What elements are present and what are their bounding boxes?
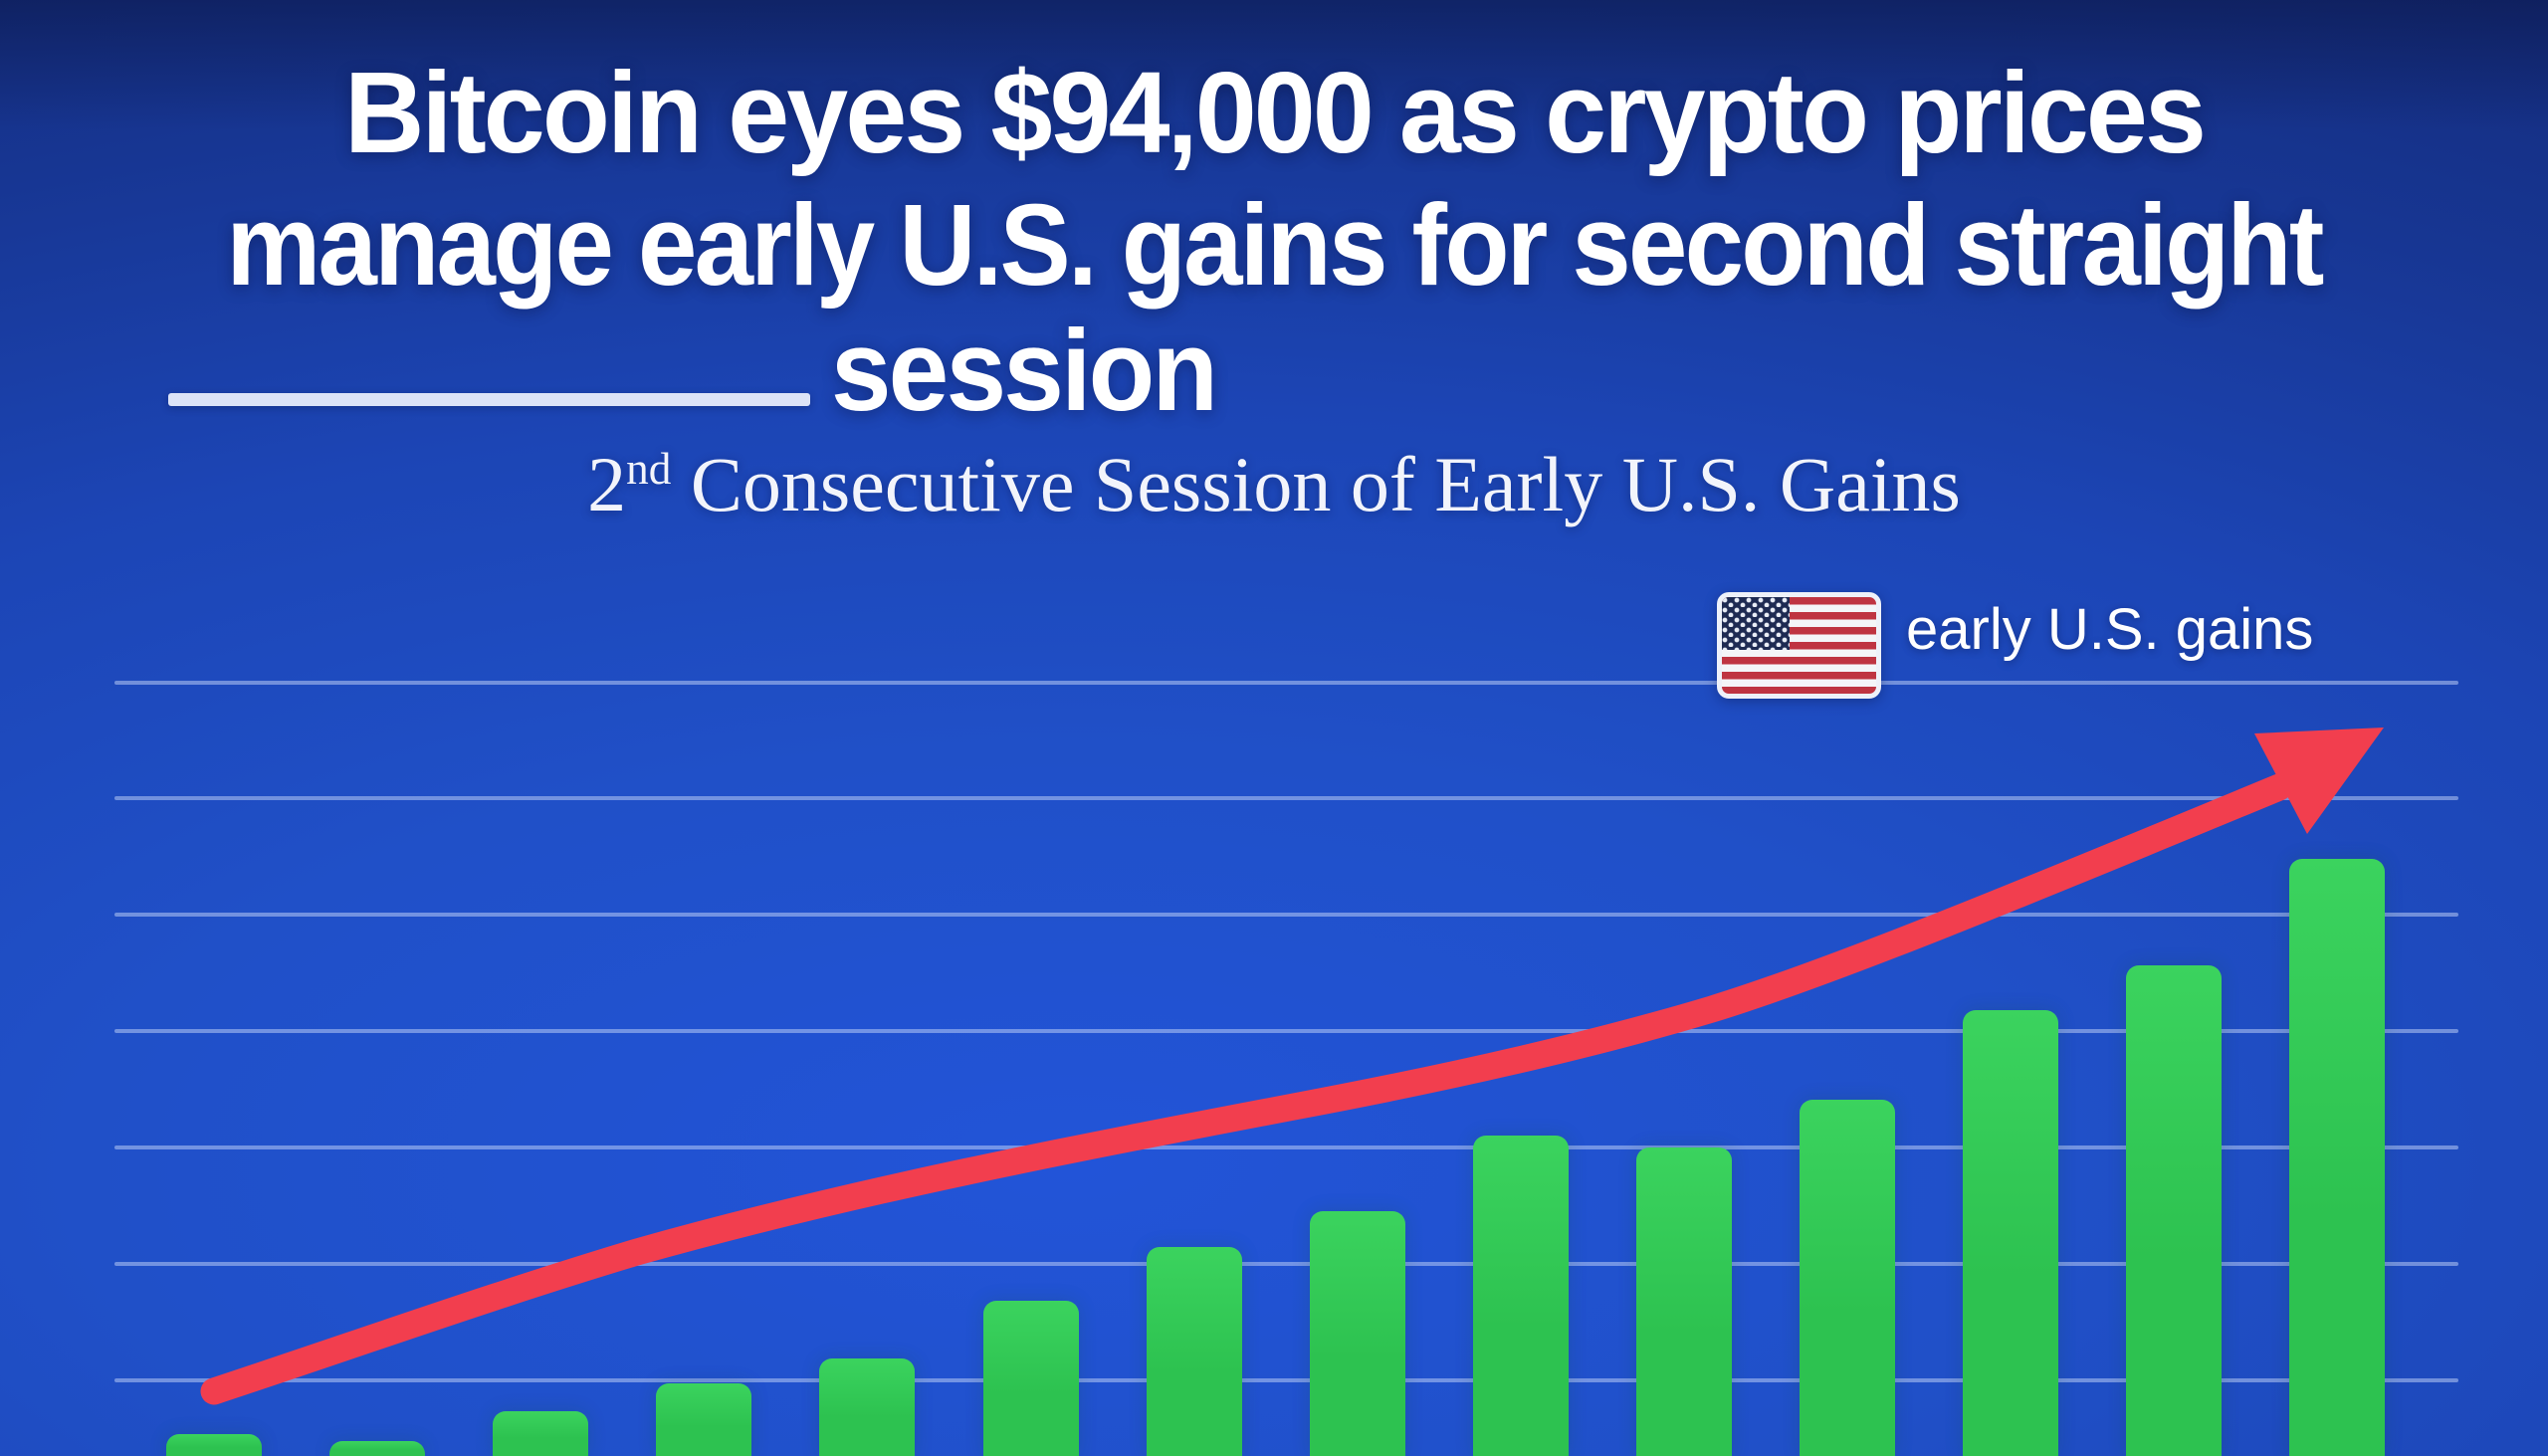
subtitle-ordinal: nd [626,444,672,494]
bar [1636,1147,1732,1456]
headline-line-1: Bitcoin eyes $94,000 as crypto prices [343,48,2207,177]
bar [1147,1247,1242,1456]
bar [1963,1010,2058,1456]
subtitle: 2nd Consecutive Session of Early U.S. Ga… [587,446,1961,523]
bar [1800,1100,1895,1456]
headline-line-3: session [830,306,1218,435]
bar [2289,859,2385,1456]
us-flag-icon [1717,592,1881,699]
gridline [114,681,2458,685]
us-flag-canton [1722,597,1790,650]
bar [656,1383,751,1456]
gridline [114,1378,2458,1382]
trend-arrowhead-icon [2254,728,2384,834]
legend-label: early U.S. gains [1906,597,2314,662]
bar [2126,965,2222,1456]
headline-line-2: manage early U.S. gains for second strai… [226,180,2324,310]
gridline [114,913,2458,917]
subtitle-number: 2 [587,441,627,527]
bar [493,1411,588,1456]
gridline [114,1029,2458,1033]
bar [1473,1136,1569,1456]
bar [166,1434,262,1456]
subtitle-text: Consecutive Session of Early U.S. Gains [671,441,1961,527]
gridline [114,796,2458,800]
gridline [114,1262,2458,1266]
bar [329,1441,425,1456]
gridline [114,1145,2458,1149]
bar [983,1301,1079,1456]
bar [819,1358,915,1456]
bar [1310,1211,1405,1456]
headline-divider [168,393,810,406]
